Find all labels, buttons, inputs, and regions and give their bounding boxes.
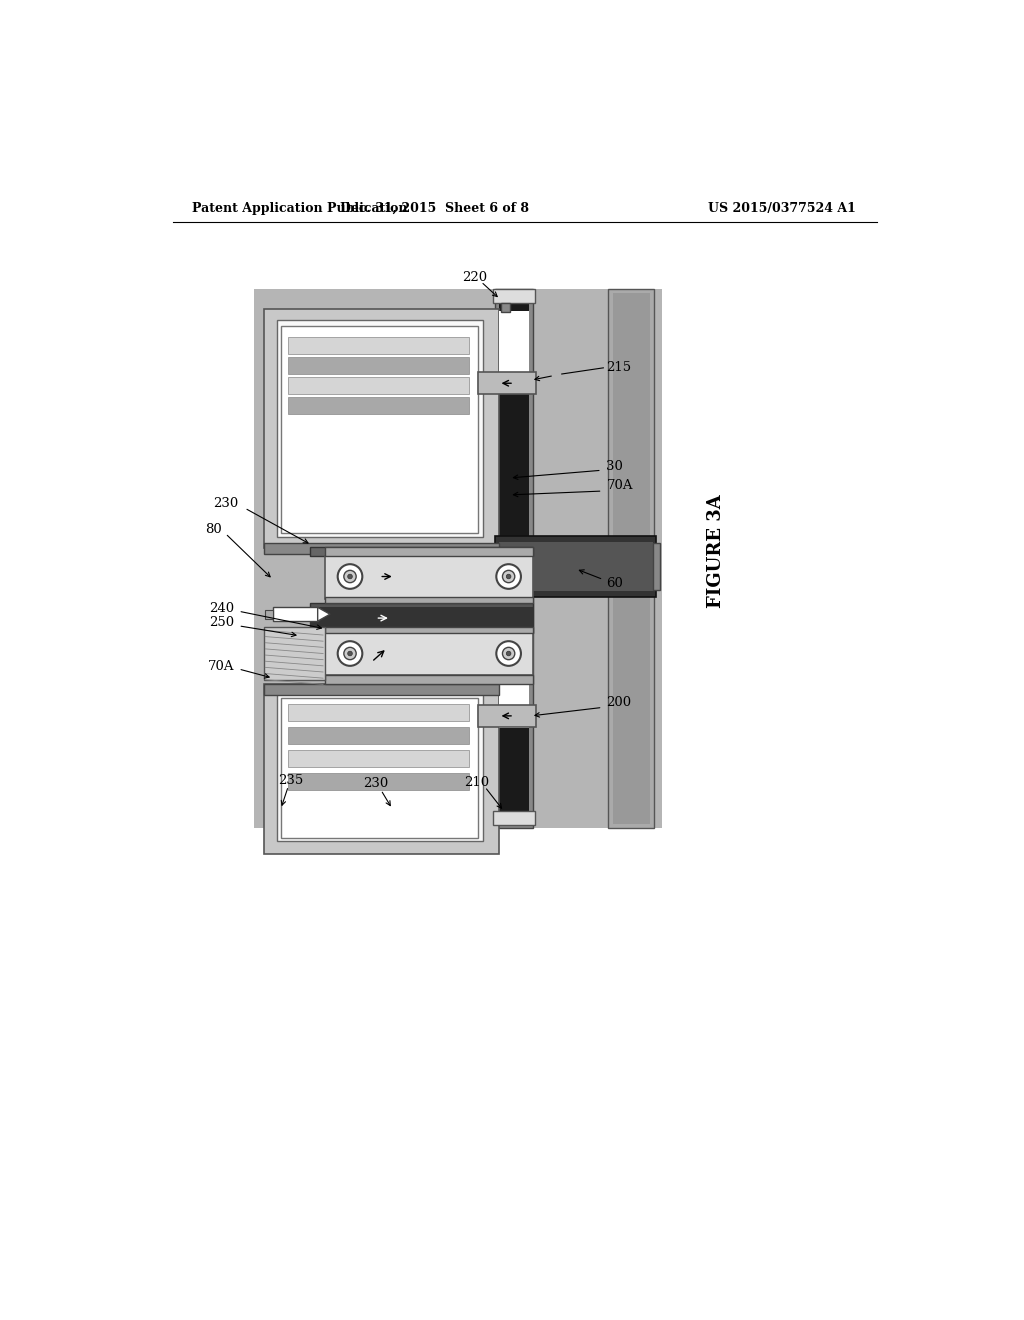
Bar [289,337,469,354]
Text: 235: 235 [279,774,303,787]
Bar [326,675,534,684]
Bar [254,289,662,829]
Text: 70A: 70A [208,660,234,673]
Circle shape [338,564,362,589]
Circle shape [503,570,515,582]
Bar [289,397,469,414]
Text: 240: 240 [209,602,234,615]
Bar [289,378,469,395]
Bar [264,684,499,854]
Text: 215: 215 [605,362,631,375]
Bar [326,627,534,632]
Bar [265,610,273,619]
Bar [273,607,317,622]
Circle shape [497,564,521,589]
Text: 220: 220 [462,271,487,284]
Bar [478,372,536,395]
Bar [282,326,478,533]
Bar [326,632,534,675]
Circle shape [506,574,511,578]
Bar [612,293,649,825]
Polygon shape [317,607,330,622]
Bar [326,597,534,603]
Circle shape [344,647,356,660]
Bar [264,627,326,681]
Bar [501,304,510,313]
Bar [289,704,469,721]
Bar [264,544,499,554]
Bar [499,312,529,380]
Text: 230: 230 [213,496,239,510]
Bar [495,536,656,598]
Bar [310,607,534,628]
Text: FIGURE 3A: FIGURE 3A [707,494,725,609]
Bar [608,289,654,829]
Text: 230: 230 [362,777,388,791]
Circle shape [497,642,521,665]
Circle shape [506,651,511,656]
Bar [494,812,535,825]
Bar [326,548,534,557]
Bar [499,651,529,729]
Text: US 2015/0377524 A1: US 2015/0377524 A1 [708,202,856,215]
Text: Patent Application Publication: Patent Application Publication [193,202,408,215]
Circle shape [344,570,356,582]
Bar [276,321,483,537]
Text: Dec. 31, 2015  Sheet 6 of 8: Dec. 31, 2015 Sheet 6 of 8 [340,202,529,215]
Text: 80: 80 [205,523,221,536]
Circle shape [348,651,352,656]
Bar [289,774,469,789]
Text: 210: 210 [465,776,489,788]
Text: 250: 250 [209,616,234,630]
Bar [282,698,478,838]
Bar [499,536,529,558]
Bar [289,726,469,743]
Bar [478,705,536,726]
Bar [310,603,534,632]
Bar [289,356,469,374]
Bar [499,543,652,591]
Text: 30: 30 [606,459,624,473]
Bar [264,309,499,548]
Bar [495,289,534,829]
Text: 200: 200 [606,696,632,709]
Bar [276,693,483,841]
Bar [499,293,529,825]
Bar [494,289,535,304]
Circle shape [503,647,515,660]
Circle shape [338,642,362,665]
Bar [652,544,660,590]
Text: 60: 60 [606,577,624,590]
Bar [264,684,499,696]
Bar [310,548,534,557]
Bar [326,557,534,599]
Text: 70A: 70A [606,479,633,492]
Bar [289,750,469,767]
Circle shape [348,574,352,578]
